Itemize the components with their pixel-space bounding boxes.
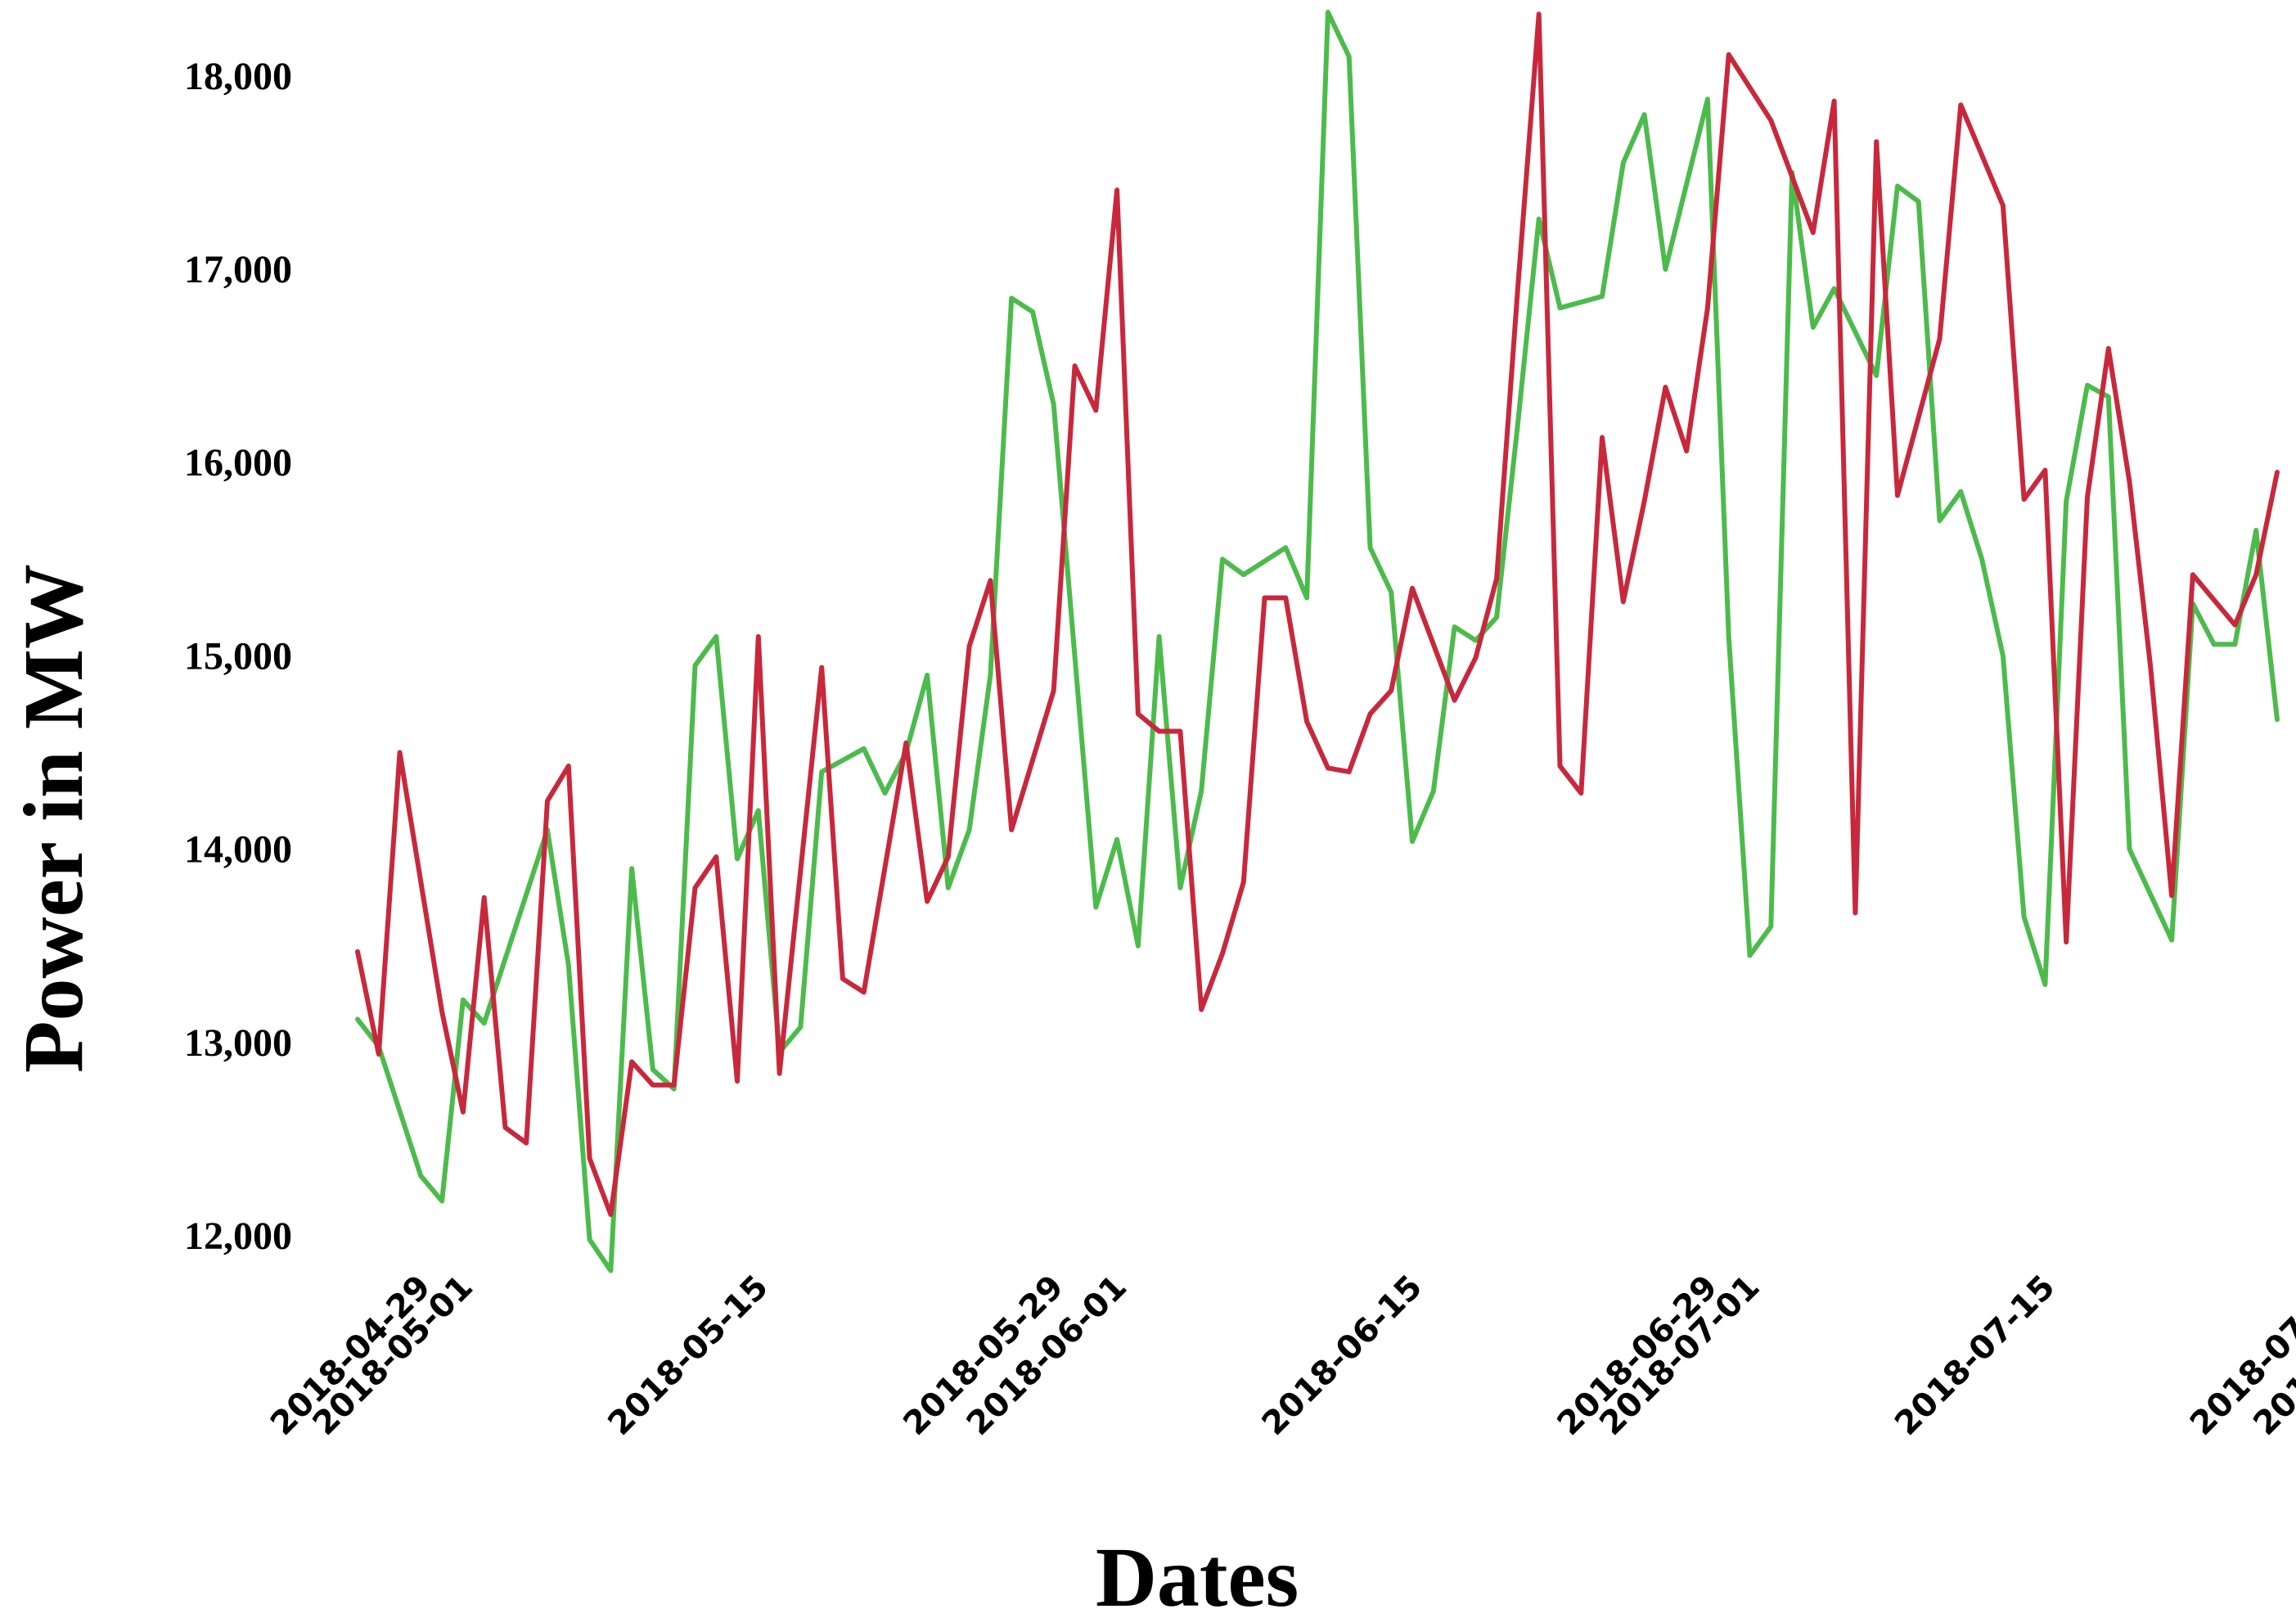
y-axis-ticks: 12,000 13,000 14,000 15,000 16,000 17,000 18,0… bbox=[184, 55, 292, 1258]
y-tick-label: 14,000 bbox=[184, 828, 292, 872]
y-tick-label: 16,000 bbox=[184, 441, 292, 484]
y-tick-label: 17,000 bbox=[184, 248, 292, 291]
y-tick-label: 13,000 bbox=[184, 1021, 292, 1065]
y-tick-label: 12,000 bbox=[184, 1215, 292, 1258]
x-tick-label: 2018-05-15 bbox=[601, 1269, 775, 1443]
x-axis-title: Dates bbox=[1096, 1530, 1299, 1618]
x-tick-label: 2018-07-15 bbox=[1888, 1269, 2062, 1443]
series-layer bbox=[355, 9, 2280, 1273]
x-tick-label: 2018-06-15 bbox=[1255, 1269, 1429, 1443]
series-line-1 bbox=[355, 9, 2280, 1273]
series-line-2 bbox=[355, 11, 2280, 1217]
y-tick-label: 15,000 bbox=[184, 634, 292, 678]
y-tick-label: 18,000 bbox=[184, 55, 292, 98]
y-axis-title: Power in MW bbox=[7, 564, 101, 1073]
